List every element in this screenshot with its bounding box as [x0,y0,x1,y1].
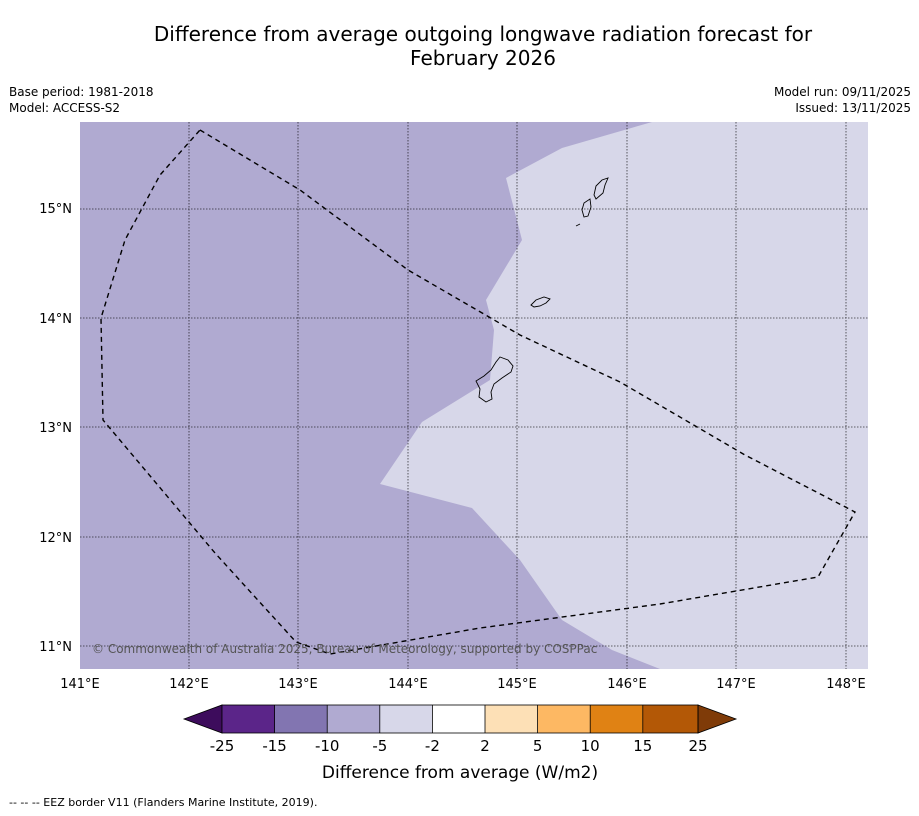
longitude-labels: 141°E 142°E 143°E 144°E 145°E 146°E 147°… [60,677,866,692]
colorbar-outline [221,704,699,734]
title-line-1: Difference from average outgoing longwav… [153,22,813,46]
issued-date: Issued: 13/11/2025 [795,101,911,115]
colorbar-segment [379,705,433,733]
colorbar-segment [327,705,380,733]
graticule [80,122,868,669]
lon-label-145: 145°E [497,677,537,692]
lat-label-13: 13°N [39,421,72,436]
colorbar-segment [432,705,485,733]
colorbar-segment [590,705,643,733]
lon-label-142: 142°E [169,677,209,692]
colorbar-tick-label: -25 [210,737,235,755]
colorbar: -25 -15 -10 -5 -2 2 5 10 15 25 Differenc… [182,704,738,783]
colorbar-segment [222,705,275,733]
guam-island [475,356,514,403]
colorbar-extend-low [182,704,223,734]
tinian-island [581,198,592,218]
colorbar-title: Difference from average (W/m2) [322,763,598,783]
coastlines [475,177,609,403]
colorbar-tick-label: 15 [633,737,652,755]
colorbar-segment [485,705,538,733]
lon-label-144: 144°E [388,677,428,692]
lat-label-11: 11°N [39,640,72,655]
lon-label-148: 148°E [826,677,866,692]
lat-label-14: 14°N [39,312,72,327]
anomaly-region-minus-5-to-minus-2 [380,122,868,669]
eez-footnote: -- -- -- EEZ border V11 (Flanders Marine… [9,796,318,809]
colorbar-tick-label: -5 [372,737,387,755]
colorbar-dividers [221,704,699,734]
colorbar-tick-label: -15 [262,737,287,755]
base-period: Base period: 1981-2018 [9,85,154,99]
lon-label-146: 146°E [607,677,647,692]
aguijan-island [575,223,581,227]
saipan-island [593,177,609,200]
colorbar-tick-label: -10 [315,737,340,755]
colorbar-tick-label: 25 [688,737,707,755]
map-figure: © Commonwealth of Australia 2025, Bureau… [39,122,868,783]
colorbar-tick-label: 10 [581,737,600,755]
colorbar-segment [642,705,698,733]
lon-label-147: 147°E [716,677,756,692]
latitude-labels: 15°N 14°N 13°N 12°N 11°N [39,202,72,655]
model-name: Model: ACCESS-S2 [9,101,121,115]
colorbar-tick-label: -2 [425,737,440,755]
colorbar-tick-labels: -25 -15 -10 -5 -2 2 5 10 15 25 [210,737,708,755]
colorbar-tick-label: 5 [533,737,543,755]
meta-right: Model run: 09/11/2025 Issued: 13/11/2025 [774,84,911,116]
anomaly-field [80,122,868,669]
colorbar-extend-high [697,704,738,734]
eez-border [100,129,856,655]
lat-label-15: 15°N [39,202,72,217]
rota-island [530,296,551,308]
meta-left: Base period: 1981-2018 Model: ACCESS-S2 [9,84,154,116]
model-run: Model run: 09/11/2025 [773,85,911,99]
colorbar-segment [274,705,328,733]
lon-label-141: 141°E [60,677,100,692]
copyright-notice: © Commonwealth of Australia 2025, Bureau… [92,642,597,656]
lat-label-12: 12°N [39,531,72,546]
title-line-2: February 2026 [410,46,556,70]
colorbar-tick-label: 2 [480,737,490,755]
lon-label-143: 143°E [278,677,318,692]
colorbar-segment [537,705,591,733]
chart-title: Difference from average outgoing longwav… [0,22,919,70]
